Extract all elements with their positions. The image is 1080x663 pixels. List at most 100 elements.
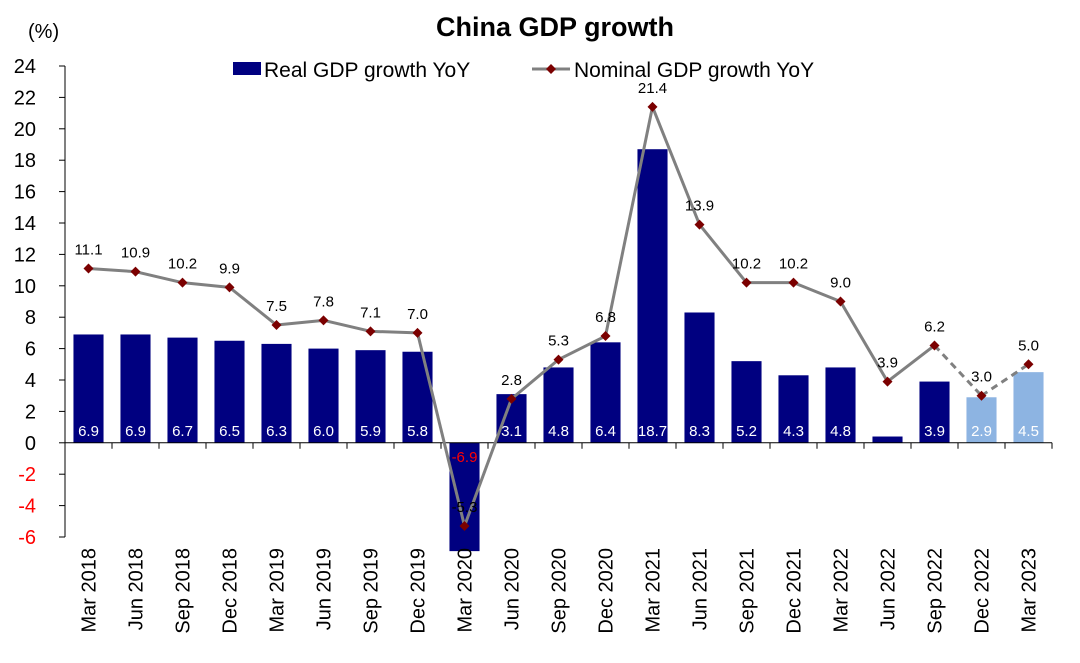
line-value-label: -5.3: [452, 499, 478, 516]
line-value-label: 10.9: [121, 245, 150, 262]
line-segment: [135, 270, 183, 285]
y-axis-unit: (%): [28, 21, 59, 43]
line-segment: [182, 281, 230, 289]
line-segment: [323, 318, 371, 333]
bar-value-label: 6.9: [125, 423, 146, 440]
bar: [308, 348, 339, 443]
line-value-label: 10.2: [168, 256, 197, 273]
bar: [731, 361, 762, 443]
line-marker: [506, 393, 517, 404]
bar: [543, 367, 574, 443]
line-value-label: 10.2: [732, 256, 761, 273]
x-tick-labels: Mar 2018 Jun 2018 Sep 2018 Dec 2018 Mar 2019…: [79, 548, 1041, 634]
x-tick-label: Dec 2020: [596, 548, 618, 634]
x-tick-label: Dec 2018: [220, 548, 242, 634]
bar: [919, 381, 950, 443]
x-tick-label: Jun 2019: [314, 548, 336, 630]
y-tick-label: 0: [25, 433, 36, 455]
line-marker: [553, 354, 564, 365]
line-segment: [886, 344, 936, 383]
bar-value-label: 6.7: [172, 423, 193, 440]
x-tick-label: Jun 2022: [878, 548, 900, 630]
line-segment: [698, 223, 748, 284]
x-tick-label: Mar 2019: [267, 548, 289, 633]
x-tick-label: Sep 2021: [737, 548, 759, 634]
bar-value-label: -6.9: [452, 449, 478, 466]
x-tick-label: Sep 2019: [361, 548, 383, 634]
y-tick-label: 16: [14, 182, 36, 204]
bar-value-label: 3.9: [924, 423, 945, 440]
line-marker: [929, 340, 940, 351]
y-tick-label: 22: [14, 87, 36, 109]
bar-value-label: 4.5: [1018, 423, 1039, 440]
bar-value-label: 8.3: [689, 423, 710, 440]
x-tick-label: Jun 2020: [502, 548, 524, 630]
x-tick-label: Mar 2018: [79, 548, 101, 633]
bar: [261, 343, 292, 443]
bar-value-label: 3.1: [501, 423, 522, 440]
line-value-label: 5.0: [1018, 337, 1039, 354]
x-tick-label: Mar 2021: [643, 548, 665, 633]
line-value-label: 7.5: [266, 298, 287, 315]
line-value-label: 2.8: [501, 372, 522, 389]
line-marker: [271, 320, 282, 331]
line-segment: [510, 358, 560, 400]
line-segment: [276, 318, 324, 327]
bar-value-label: 5.8: [407, 423, 428, 440]
line-value-label: 3.9: [877, 355, 898, 372]
bar: [120, 334, 151, 443]
bar: [966, 397, 997, 443]
bar-value-label: 18.7: [638, 423, 667, 440]
line-value-label: 7.1: [360, 304, 381, 321]
line-marker: [882, 376, 893, 387]
y-tick-label: 4: [25, 370, 36, 392]
line-segment: [651, 106, 701, 226]
line-value-label: 13.9: [685, 198, 714, 215]
bar: [778, 375, 809, 443]
line-marker: [130, 266, 141, 277]
line-marker: [647, 101, 658, 112]
legend-line-label: Nominal GDP growth YoY: [574, 59, 814, 82]
line-marker: [741, 277, 752, 288]
line-value-label: 21.4: [638, 80, 667, 97]
legend: Real GDP growth YoY Nominal GDP growth Y…: [233, 59, 814, 82]
x-axis: [64, 442, 1053, 449]
line-marker: [788, 277, 799, 288]
line-segment: [792, 281, 842, 303]
line-segment: [839, 300, 889, 383]
x-tick-label: Mar 2023: [1019, 548, 1041, 633]
bar-value-label: 6.9: [78, 423, 99, 440]
x-tick-label: Jun 2018: [126, 548, 148, 630]
y-tick-label: 2: [25, 401, 36, 423]
line-marker: [177, 277, 188, 288]
line-marker: [412, 327, 423, 338]
line-segment: [228, 286, 278, 327]
y-tick-label: -2: [18, 464, 36, 486]
y-tick-label: -6: [18, 527, 36, 549]
bar: [872, 436, 903, 443]
line-marker: [694, 219, 705, 230]
x-tick-label: Sep 2018: [173, 548, 195, 634]
line-marker: [600, 331, 611, 342]
legend-bar-swatch: [233, 62, 261, 75]
bar: [214, 340, 245, 443]
y-tick-label: 10: [14, 276, 36, 298]
x-tick-label: Dec 2021: [784, 548, 806, 634]
line-value-label: 11.1: [74, 242, 102, 259]
bar: [684, 312, 715, 443]
x-tick-label: Mar 2020: [455, 548, 477, 633]
bar: [637, 149, 668, 443]
x-tick-label: Jun 2021: [690, 548, 712, 630]
x-tick-label: Mar 2022: [831, 548, 853, 633]
bars: 6.9 6.9 6.7 6.5 6.3 6.0 5.9 5.8 -6.9 3.1 4.8 6.4 18.…: [73, 149, 1044, 552]
x-tick-label: Sep 2020: [549, 548, 571, 634]
nominal-line: 11.1 10.9 10.2 9.9 7.5 7.8 7.1 7.0 -5.3 2.8 5.3 6.8…: [74, 80, 1039, 532]
bar: [167, 337, 198, 443]
bar-value-label: 5.9: [360, 423, 381, 440]
bar: [1013, 372, 1044, 443]
line-value-label: 7.0: [407, 306, 428, 323]
y-tick-label: 14: [14, 213, 36, 235]
line-marker: [83, 263, 94, 274]
